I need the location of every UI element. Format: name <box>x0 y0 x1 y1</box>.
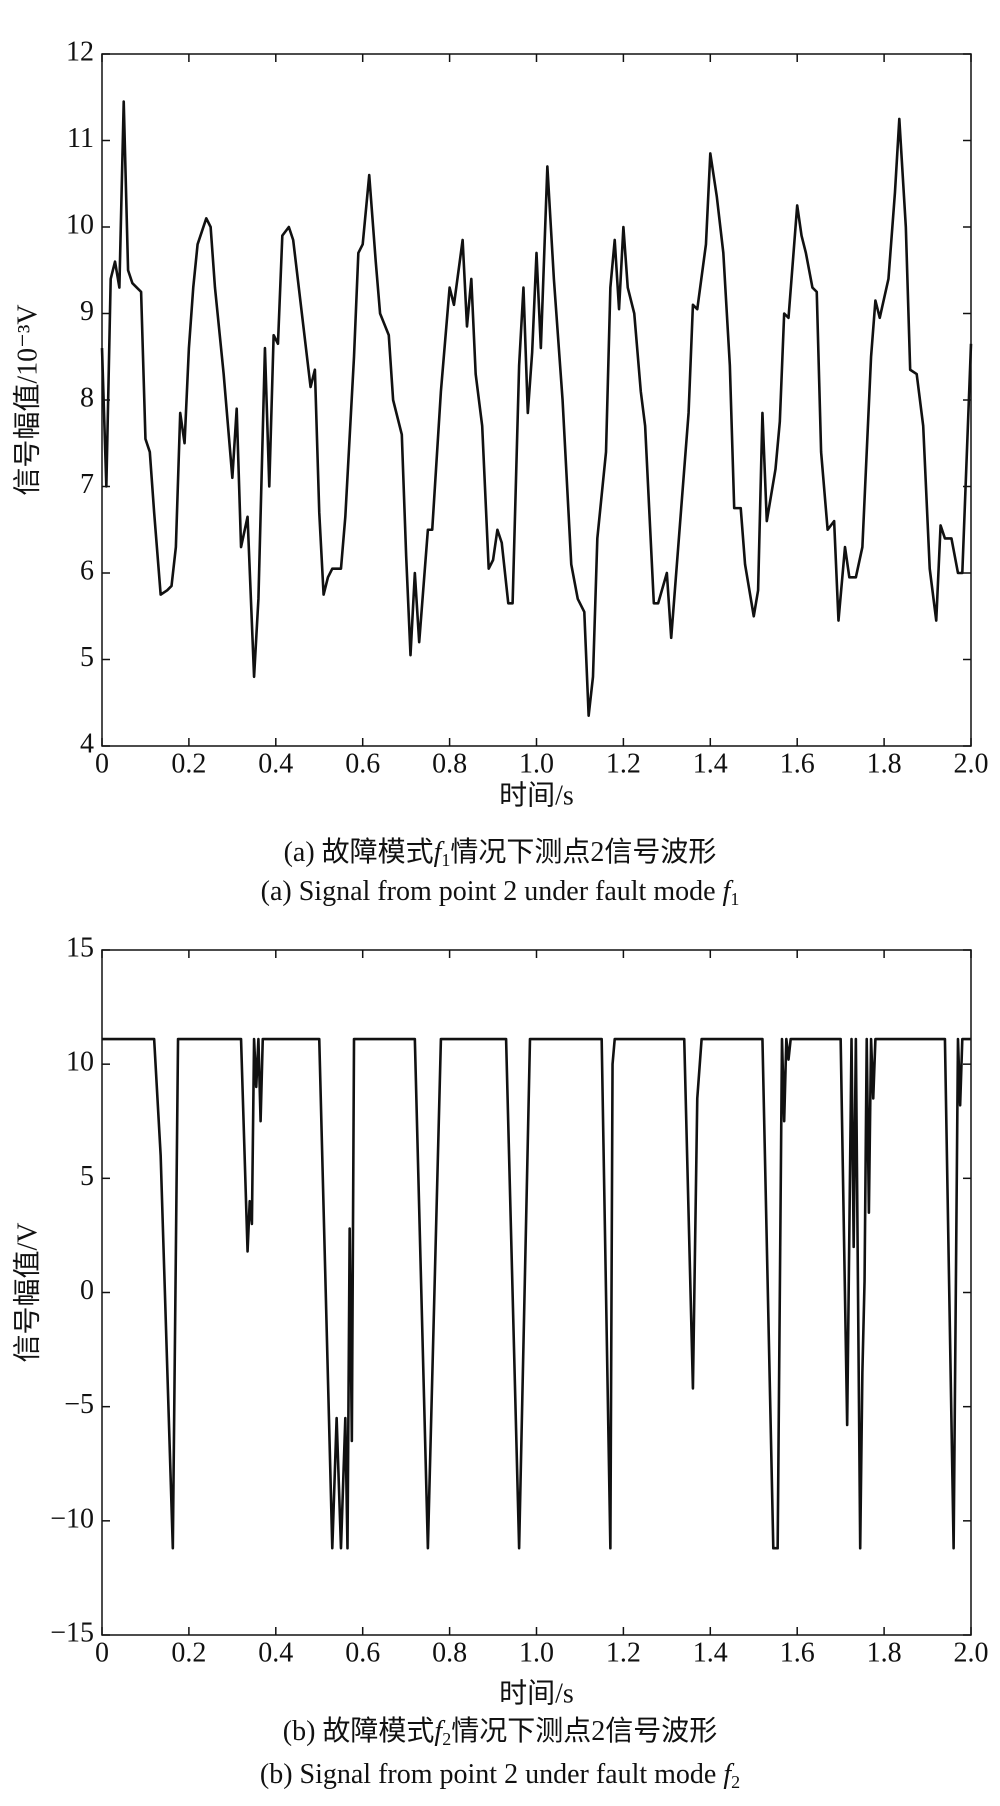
y-tick-label: 10 <box>66 1047 94 1078</box>
y-axis-label: 信号幅值/10⁻³V <box>11 304 43 495</box>
y-tick-label: −10 <box>50 1503 94 1534</box>
x-tick-label: 1.4 <box>693 1637 728 1668</box>
caption-var: f <box>723 876 734 907</box>
data-line <box>100 100 973 718</box>
plot-frame <box>101 53 972 747</box>
caption-text: (b) Signal from point 2 under fault mode <box>260 1759 723 1790</box>
x-tick-label: 0.8 <box>432 748 467 779</box>
x-tick-label: 1.6 <box>780 748 815 779</box>
y-tick-label: 6 <box>80 555 94 586</box>
caption-text: (a) 故障模式 <box>284 836 434 868</box>
y-tick-label: 5 <box>80 642 94 673</box>
x-tick-label: 0.2 <box>171 748 206 779</box>
x-tick-label: 1.8 <box>867 748 902 779</box>
x-tick-label: 0.8 <box>432 1637 467 1668</box>
caption-sub: 2 <box>731 1772 740 1792</box>
caption: (b) 故障模式f2情况下测点2信号波形 <box>283 1715 717 1749</box>
x-tick-label: 0.4 <box>258 1637 293 1668</box>
caption-sub: 1 <box>730 889 739 909</box>
caption-text: (a) Signal from point 2 under fault mode <box>261 876 723 907</box>
y-tick-label: 10 <box>66 209 94 240</box>
y-tick-label: 7 <box>80 469 94 500</box>
x-tick-label: 1.0 <box>519 1637 554 1668</box>
x-tick-label: 0.4 <box>258 748 293 779</box>
caption-var: f <box>434 1716 445 1747</box>
caption-text: 情况下测点2信号波形 <box>450 836 716 868</box>
y-tick-label: 11 <box>67 123 94 154</box>
x-tick-label: 2.0 <box>954 1637 989 1668</box>
x-tick-label: 1.2 <box>606 748 641 779</box>
x-tick-label: 0.6 <box>345 1637 380 1668</box>
y-axis-label: 信号幅值/V <box>11 1222 43 1362</box>
y-tick-label: 8 <box>80 382 94 413</box>
x-tick-label: 0 <box>95 1637 109 1668</box>
x-axis-label: 时间/s <box>499 779 574 811</box>
y-tick-label: 15 <box>66 932 94 963</box>
y-tick-label: 9 <box>80 296 94 327</box>
x-tick-label: 1.2 <box>606 1637 641 1668</box>
y-tick-label: 12 <box>66 36 94 67</box>
y-tick-label: −5 <box>64 1389 94 1420</box>
x-tick-label: 2.0 <box>954 748 989 779</box>
x-tick-label: 1.8 <box>867 1637 902 1668</box>
y-tick-label: 5 <box>80 1161 94 1192</box>
y-tick-label: 4 <box>80 728 94 759</box>
caption-text: (b) 故障模式 <box>283 1715 435 1747</box>
y-tick-label: −15 <box>50 1617 94 1648</box>
x-tick-label: 1.0 <box>519 748 554 779</box>
x-tick-label: 1.4 <box>693 748 728 779</box>
y-tick-label: 0 <box>80 1275 94 1306</box>
x-tick-label: 0.6 <box>345 748 380 779</box>
x-tick-label: 1.6 <box>780 1637 815 1668</box>
x-tick-label: 0 <box>95 748 109 779</box>
caption-text: 情况下测点2信号波形 <box>451 1715 717 1747</box>
data-line <box>102 1037 971 1550</box>
caption-sub: 2 <box>442 1729 451 1749</box>
caption: (a) 故障模式f1情况下测点2信号波形 <box>284 836 717 870</box>
caption-var: f <box>723 1759 734 1790</box>
caption: (a) Signal from point 2 under fault mode… <box>261 876 740 909</box>
caption: (b) Signal from point 2 under fault mode… <box>260 1759 740 1792</box>
caption-var: f <box>434 837 445 868</box>
x-axis-label: 时间/s <box>499 1677 574 1709</box>
caption-sub: 1 <box>441 850 450 870</box>
x-tick-label: 0.2 <box>171 1637 206 1668</box>
